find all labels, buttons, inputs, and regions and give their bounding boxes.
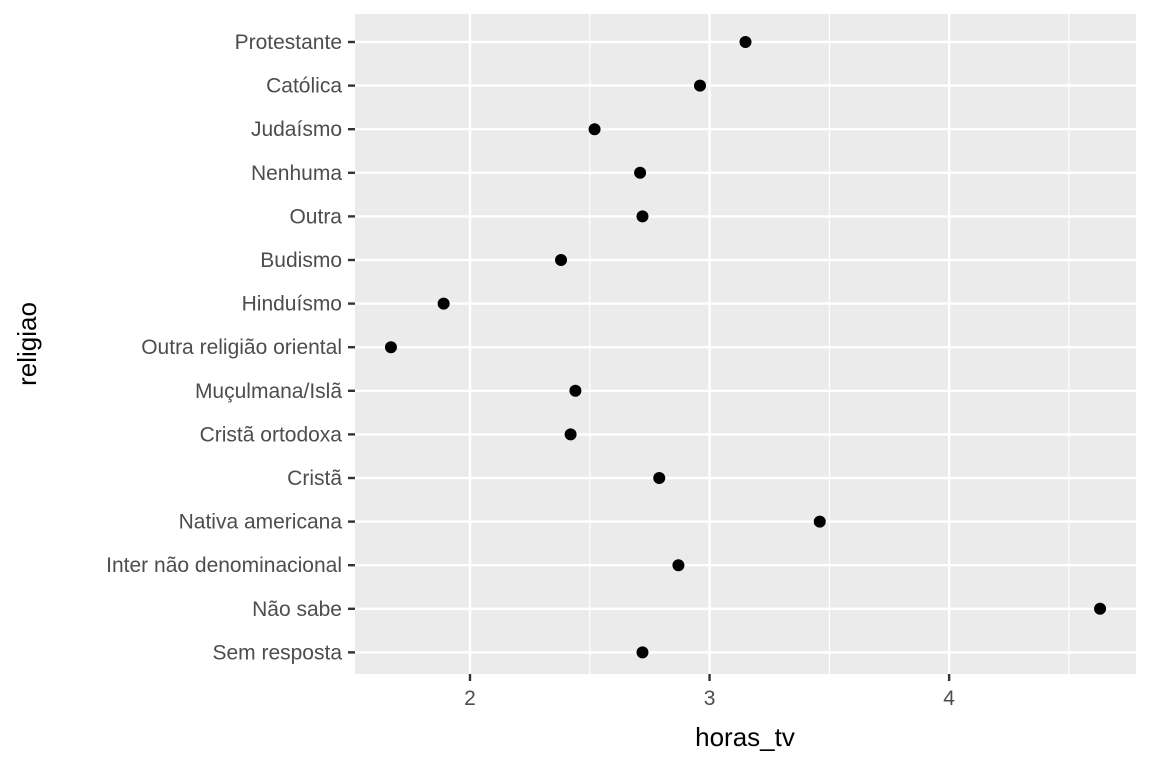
- y-tick-label: Nativa americana: [179, 511, 343, 534]
- y-tick-label: Cristã ortodoxa: [200, 423, 343, 446]
- y-tick-label: Nenhuma: [251, 162, 342, 185]
- data-point: [634, 166, 647, 179]
- x-tick-label: 4: [943, 687, 955, 710]
- x-axis-title: horas_tv: [695, 722, 795, 752]
- y-tick-label: Outra religião oriental: [141, 336, 342, 359]
- data-point: [653, 472, 666, 484]
- y-tick-label: Budismo: [260, 249, 342, 272]
- data-point: [569, 384, 582, 397]
- data-point: [813, 515, 826, 528]
- y-tick-label: Sem resposta: [212, 641, 342, 664]
- y-tick-label: Protestante: [235, 31, 342, 54]
- data-point: [636, 646, 649, 659]
- data-point: [588, 123, 601, 136]
- x-tick-label: 2: [464, 687, 476, 710]
- data-point: [1094, 602, 1107, 615]
- y-axis-title: religiao: [12, 302, 42, 386]
- y-tick-label: Outra: [289, 205, 342, 228]
- data-point: [384, 341, 397, 354]
- data-point: [739, 36, 752, 48]
- y-tick-label: Inter não denominacional: [106, 554, 342, 577]
- y-tick-label: Muçulmana/Islã: [195, 380, 342, 403]
- data-point: [672, 559, 685, 572]
- data-point: [564, 428, 577, 441]
- y-tick-label: Judaísmo: [251, 118, 342, 141]
- y-tick-label: Hinduísmo: [242, 293, 342, 316]
- data-point: [437, 297, 450, 310]
- y-tick-label: Católica: [266, 75, 342, 98]
- data-points: [384, 36, 1107, 659]
- data-point: [636, 210, 649, 223]
- axes: Protestante Católica Judaísmo Nenhuma Outra B…: [106, 31, 955, 710]
- y-tick-label: Cristã: [287, 467, 342, 490]
- grid-lines: [355, 14, 1136, 674]
- x-tick-label: 3: [704, 687, 716, 710]
- data-point: [555, 254, 568, 266]
- data-point: [693, 79, 706, 92]
- y-tick-label: Não sabe: [252, 598, 342, 621]
- plot-panel: [355, 14, 1136, 674]
